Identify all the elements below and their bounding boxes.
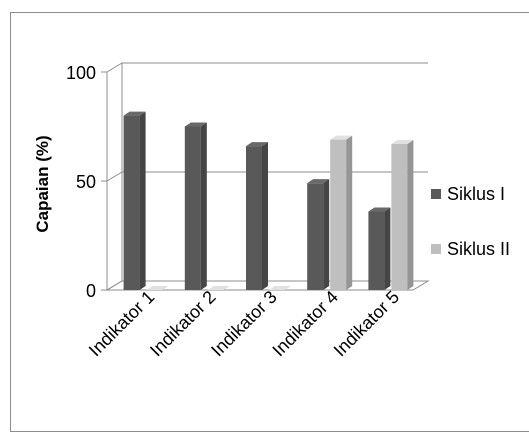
bar-siklus-i-5 (368, 207, 391, 290)
legend-swatch (431, 244, 441, 254)
legend-swatch (431, 189, 441, 199)
x-tick-label: Indikator 3 (207, 287, 281, 361)
x-tick-label: Indikator 5 (330, 287, 404, 361)
bar-siklus-i-3 (246, 142, 268, 290)
y-tick-label: 50 (76, 172, 96, 192)
chart-frame (10, 12, 529, 432)
bar-siklus-ii-3 (269, 286, 291, 290)
bar-siklus-i-2 (184, 122, 207, 290)
legend-label: Siklus I (447, 184, 505, 204)
bar-siklus-ii-5 (391, 139, 414, 290)
bar-siklus-i-1 (123, 111, 146, 290)
x-tick-label: Indikator 4 (268, 287, 342, 361)
legend-item-2: Siklus II (431, 239, 510, 259)
y-tick-labels: 0 50 100 (66, 63, 107, 301)
legend-label: Siklus II (447, 239, 510, 259)
y-tick-label: 0 (86, 281, 96, 301)
x-tick-label: Indikator 2 (146, 287, 220, 361)
gridline-depth (106, 171, 123, 182)
y-tick-label: 100 (66, 63, 96, 83)
y-axis-title: Capaian (%) (33, 135, 52, 232)
bar-siklus-ii-1 (146, 286, 169, 290)
gridline-depth (106, 62, 123, 73)
bar-siklus-ii-2 (207, 286, 230, 290)
legend: Siklus I Siklus II (431, 184, 510, 259)
bar-siklus-ii-4 (330, 135, 353, 290)
legend-item-1: Siklus I (431, 184, 505, 204)
bar-siklus-i-4 (307, 179, 330, 290)
bars (123, 111, 414, 290)
